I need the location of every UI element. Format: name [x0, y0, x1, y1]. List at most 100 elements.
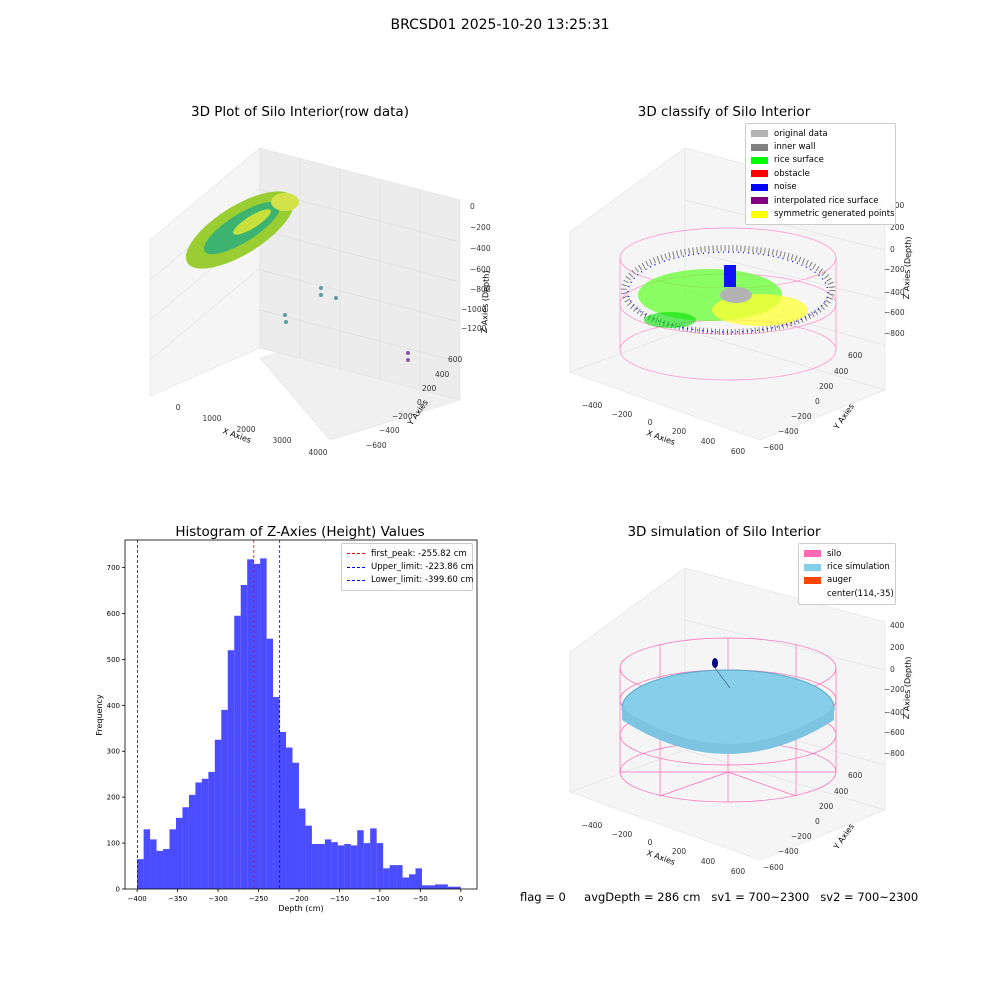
svg-text:400: 400: [834, 367, 849, 376]
histogram-bar: [350, 845, 358, 889]
figure-title: BRCSD01 2025-10-20 13:25:31: [390, 17, 610, 33]
histogram-y-tick-label: 400: [107, 702, 120, 710]
histogram-bar: [175, 817, 183, 889]
histogram-bar: [214, 739, 222, 889]
svg-text:200: 200: [422, 384, 437, 393]
histogram-bar: [311, 843, 319, 889]
raw-axes-box: [149, 147, 461, 441]
svg-text:−200: −200: [392, 412, 413, 421]
raw-z-label: Z Axies (Depth): [480, 270, 491, 333]
flag-text: flag = 0: [520, 890, 566, 904]
histogram-bar: [389, 865, 397, 889]
svg-text:−800: −800: [470, 285, 491, 294]
histogram-x-ticks: −400 −350 −300 −250 −200 −150 −100 −50 0: [128, 889, 463, 903]
svg-text:0: 0: [417, 398, 422, 407]
histogram-bar: [318, 843, 325, 889]
svg-text:400: 400: [701, 857, 716, 866]
classify-auger-noise: [724, 265, 736, 287]
histogram-bar: [279, 731, 287, 889]
svg-text:−1200: −1200: [461, 324, 487, 333]
histogram-x-tick-label: −200: [289, 895, 308, 903]
histogram-bar: [434, 884, 442, 889]
raw-point-cloud: [185, 191, 299, 269]
histogram-bar: [247, 559, 254, 889]
simulation-x-ticks: −400 −200 0 200 400 600: [582, 821, 746, 876]
svg-text:200: 200: [819, 382, 834, 391]
raw-panel-title: 3D Plot of Silo Interior(row data): [191, 104, 409, 120]
histogram-bar: [415, 868, 422, 889]
svg-text:200: 200: [819, 802, 834, 811]
svg-text:−800: −800: [884, 749, 905, 758]
svg-text:−600: −600: [763, 443, 784, 452]
histogram-y-tick-label: 100: [107, 840, 120, 848]
legend-item-inner-wall: inner wall: [751, 140, 890, 153]
svg-text:−600: −600: [470, 265, 491, 274]
histogram-bar: [253, 563, 261, 889]
classify-inner-wall: [621, 245, 835, 335]
svg-text:200: 200: [890, 223, 905, 232]
classify-point-cloud: [621, 245, 835, 335]
histogram-y-ticks: 0 100 200 300 400 500 600 700: [107, 564, 125, 894]
histogram-y-tick-label: 300: [107, 748, 120, 756]
histogram-legend: first_peak: -255.82 cm Upper_limit: -223…: [341, 543, 474, 592]
histogram-bar: [221, 709, 228, 889]
histogram-bar: [156, 850, 164, 889]
simulation-rice-surface: [621, 669, 835, 754]
histogram-bar: [227, 650, 235, 889]
classify-z-ticks: 400 200 0 −200 −400 −600 −800: [884, 201, 905, 338]
histogram-bar: [370, 828, 377, 889]
histogram-bar: [402, 877, 410, 889]
histogram-x-tick-label: −150: [330, 895, 349, 903]
histogram-y-tick-label: 500: [107, 656, 120, 664]
histogram-bar: [357, 830, 364, 889]
histogram-y-tick-label: 700: [107, 564, 120, 572]
svg-text:0: 0: [470, 202, 475, 211]
raw-pane-left: [149, 147, 261, 397]
histogram-bar: [396, 865, 403, 889]
histogram-title: Histogram of Z-Axies (Height) Values: [175, 524, 425, 540]
histogram-y-label: Frequency: [95, 694, 104, 736]
svg-text:3000: 3000: [272, 436, 291, 445]
histogram-x-label: Depth (cm): [278, 904, 323, 913]
legend-item-rice-surface: rice surface: [751, 154, 890, 167]
histogram-bar: [201, 778, 209, 889]
histogram-bar: [441, 884, 448, 889]
histogram-bar: [260, 558, 267, 889]
histogram-bar: [363, 843, 371, 889]
legend-item-rice-simulation: rice simulation: [804, 560, 890, 573]
legend-item-upper-limit: Upper_limit: -223.86 cm: [347, 560, 474, 573]
legend-item-interpolated: interpolated rice surface: [751, 194, 890, 207]
svg-text:200: 200: [890, 643, 905, 652]
legend-item-symmetric: symmetric generated points: [751, 207, 895, 220]
legend-item-first-peak: first_peak: -255.82 cm: [347, 547, 467, 560]
svg-text:−600: −600: [884, 728, 905, 737]
legend-item-auger: auger: [804, 574, 890, 587]
svg-text:−600: −600: [884, 308, 905, 317]
svg-text:400: 400: [701, 437, 716, 446]
svg-text:0: 0: [176, 403, 181, 412]
histogram-x-tick-label: −350: [168, 895, 187, 903]
svg-text:200: 200: [672, 427, 687, 436]
histogram-chart: −400 −350 −300 −250 −200 −150 −100 −50 0 0 100 200…: [95, 539, 478, 913]
sv2-text: sv2 = 700~2300: [820, 890, 919, 904]
svg-text:1000: 1000: [202, 414, 221, 423]
histogram-bar: [240, 585, 248, 889]
sv1-text: sv1 = 700~2300: [711, 890, 810, 904]
svg-text:−400: −400: [582, 821, 603, 830]
svg-text:400: 400: [435, 370, 450, 379]
histogram-bar: [188, 794, 196, 889]
svg-text:−200: −200: [884, 685, 905, 694]
svg-text:0: 0: [815, 397, 820, 406]
histogram-bar: [344, 843, 351, 889]
histogram-bar: [182, 807, 189, 889]
classify-panel-title: 3D classify of Silo Interior: [637, 104, 811, 120]
classify-y-ticks: 600 400 200 0 −200 −400 −600: [763, 351, 863, 452]
histogram-bar: [163, 849, 170, 889]
simulation-legend: silo rice simulation auger center(114,-3…: [798, 543, 896, 605]
simulation-3d-plot: 400 200 0 −200 −400 −600 −800 Z Axies (D…: [569, 567, 913, 876]
classify-noise-ring: [627, 251, 829, 333]
svg-text:−200: −200: [612, 830, 633, 839]
svg-text:400: 400: [890, 621, 905, 630]
histogram-bar: [292, 762, 299, 889]
svg-text:−600: −600: [366, 441, 387, 450]
